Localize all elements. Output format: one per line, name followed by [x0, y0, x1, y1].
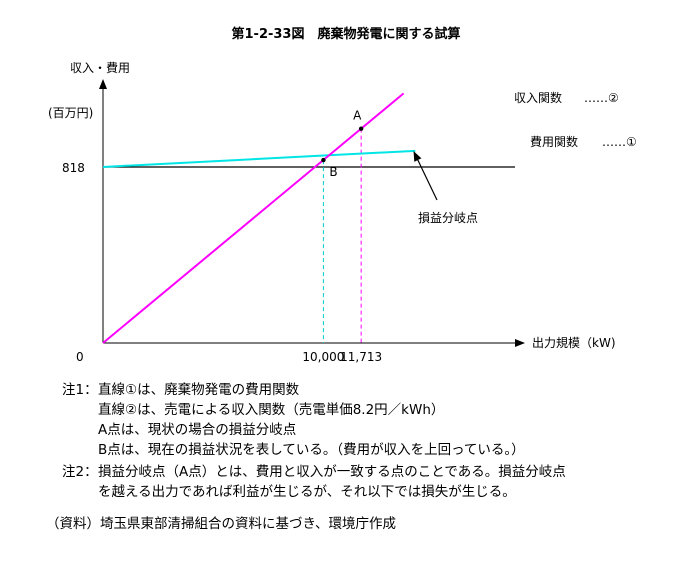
note-1-line-1: 直線①は、廃棄物発電の費用関数 [98, 382, 300, 398]
note-2-line-2: を越える出力であれば利益が生じるが、それ以下では損失が生じる。 [98, 484, 516, 500]
y-tick-label-818: 818 [62, 161, 85, 175]
y-axis-unit: (百万円) [48, 106, 93, 120]
series-cost-marker: ……① [602, 135, 637, 149]
point-a-label: A [353, 109, 362, 123]
chart-title: 第1-2-33図 廃棄物発電に関する試算 [232, 26, 461, 42]
point-a-marker [358, 126, 364, 131]
source-note: （資料）埼玉県東部清掃組合の資料に基づき、環境庁作成 [46, 516, 397, 532]
x-tick-label-10000: 10,000 [302, 350, 344, 364]
origin-label: 0 [76, 350, 84, 364]
series-revenue-line [102, 92, 405, 344]
x-tick-label-11713: 11,713 [340, 350, 382, 364]
series-revenue-marker: ……② [584, 91, 619, 105]
point-b-marker [321, 157, 326, 163]
note-1-line-3: A点は、現状の場合の損益分岐点 [98, 422, 297, 438]
note-1-line-2: 直線②は、売電による収入関数（売電単価8.2円／kWh） [98, 402, 445, 418]
note-1-line-4: B点は、現在の損益状況を表している。（費用が収入を上回っている。） [98, 442, 525, 458]
note-1-label: 注1： [62, 382, 98, 398]
point-b-label: B [329, 165, 337, 179]
x-axis-label: 出力規模（kW) [532, 335, 616, 350]
note-2-line-1: 損益分岐点（A点）とは、費用と収入が一致する点のことである。損益分岐点 [98, 464, 566, 480]
note-2-label: 注2： [62, 464, 98, 480]
series-cost-line [102, 149, 416, 168]
break-even-label: 損益分岐点 [418, 210, 478, 225]
series-revenue-name: 収入関数 [514, 90, 562, 105]
y-axis-label: 収入・費用 [70, 60, 130, 75]
series-cost-name: 費用関数 [530, 134, 578, 149]
break-even-arrow [413, 151, 438, 201]
